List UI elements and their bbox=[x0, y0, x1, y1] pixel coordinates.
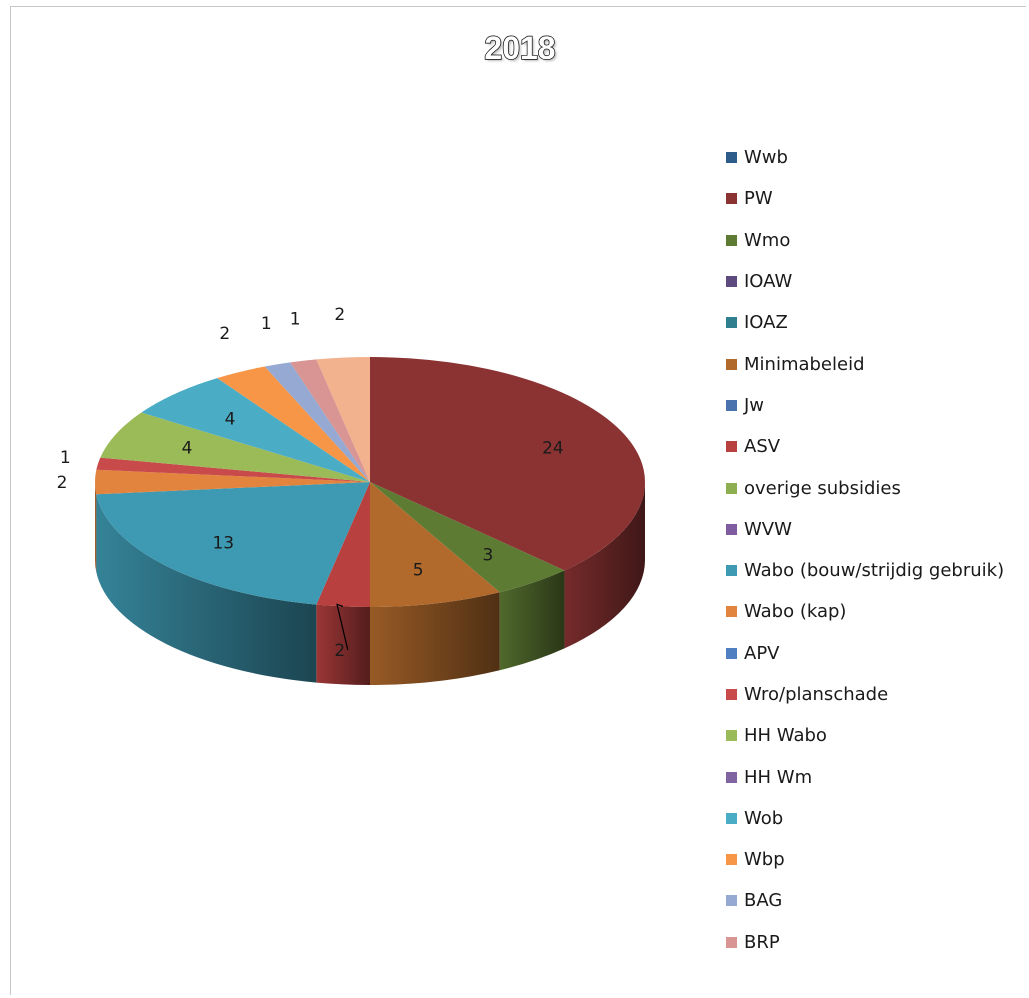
data-label-brp: 1 bbox=[290, 309, 301, 329]
legend-item-brp: BRP bbox=[726, 922, 1004, 963]
data-label-minimabeleid: 5 bbox=[413, 560, 424, 580]
pie-slice-wro-planschade bbox=[96, 457, 370, 482]
legend-label: Wro/planschade bbox=[744, 684, 889, 705]
legend-item-wmo: Wmo bbox=[726, 220, 1004, 261]
legend-swatch bbox=[726, 399, 737, 411]
legend-label: Jw bbox=[744, 394, 765, 416]
data-label-wabo-bouw-strijdig-gebruik: 13 bbox=[212, 533, 234, 553]
legend-item-wbp: Wbp bbox=[726, 839, 1004, 880]
legend-label: Wabo (kap) bbox=[744, 601, 847, 623]
legend-item-pw: PW bbox=[726, 178, 1004, 219]
legend-item-wabo-bouw-strijdig-gebruik: Wabo (bouw/strijdig gebruik) bbox=[726, 550, 1004, 591]
legend-swatch bbox=[726, 523, 737, 535]
data-label-wbp: 2 bbox=[219, 324, 230, 344]
data-label-wmo: 3 bbox=[483, 545, 494, 565]
pie-slice-wmo bbox=[370, 482, 565, 593]
legend-item-overige-subsidies: overige subsidies bbox=[726, 467, 1004, 508]
legend-swatch bbox=[726, 854, 737, 866]
legend-swatch bbox=[726, 276, 737, 288]
legend-label: Wwb bbox=[744, 147, 788, 169]
legend-label: HH Wm bbox=[744, 766, 813, 788]
pie-slice-wbp bbox=[217, 366, 370, 482]
pie-side-wmo bbox=[499, 570, 565, 671]
legend-item-minimabeleid: Minimabeleid bbox=[726, 343, 1004, 384]
legend-item-wabo-kap: Wabo (kap) bbox=[726, 591, 1004, 632]
legend-swatch bbox=[726, 482, 737, 494]
pie-slice-brp bbox=[290, 359, 370, 482]
data-label-slice-20: 2 bbox=[334, 305, 345, 325]
legend-label: overige subsidies bbox=[744, 477, 901, 499]
pie-slice-wob bbox=[141, 378, 370, 482]
legend-item-ioaz: IOAZ bbox=[726, 302, 1004, 343]
legend-label: Minimabeleid bbox=[744, 353, 865, 375]
data-label-wabo-kap: 2 bbox=[57, 473, 68, 493]
legend-item-bag: BAG bbox=[726, 880, 1004, 921]
pie-slice-asv bbox=[316, 482, 370, 607]
legend-swatch bbox=[726, 730, 737, 742]
legend-swatch bbox=[726, 647, 737, 659]
legend-item-wro-planschade: Wro/planschade bbox=[726, 674, 1004, 715]
legend-swatch bbox=[726, 565, 737, 577]
legend-label: APV bbox=[744, 642, 780, 664]
pie-side-asv bbox=[316, 604, 370, 685]
legend-swatch bbox=[726, 441, 737, 453]
legend-swatch bbox=[726, 936, 737, 948]
pie-side-wabo-kap bbox=[95, 482, 97, 573]
pie-side-minimabeleid bbox=[370, 592, 500, 685]
legend-label: IOAZ bbox=[744, 312, 788, 334]
legend-label: Wmo bbox=[744, 229, 791, 251]
legend-swatch bbox=[726, 812, 737, 824]
legend-swatch bbox=[726, 193, 737, 205]
legend-swatch bbox=[726, 234, 737, 246]
pie-side-wabo-bouw-strijdig-gebruik bbox=[96, 494, 317, 683]
pie-slice-wabo-kap bbox=[94, 469, 370, 495]
legend-label: WVW bbox=[744, 518, 792, 540]
pie-slice-pw bbox=[370, 357, 645, 571]
pie-slice-bag bbox=[264, 362, 370, 482]
pie-slice-wabo-bouw-strijdig-gebruik bbox=[96, 482, 370, 605]
legend-swatch bbox=[726, 689, 737, 700]
pie-slice-hh-wabo bbox=[100, 412, 370, 482]
legend-item-wob: Wob bbox=[726, 798, 1004, 839]
legend-swatch bbox=[726, 317, 737, 329]
legend-item-wvw: WVW bbox=[726, 509, 1004, 550]
data-label-hh-wabo: 4 bbox=[182, 439, 193, 459]
legend-label: ASV bbox=[744, 436, 781, 458]
legend-item-jw: Jw bbox=[726, 385, 1004, 426]
pie-side-pw bbox=[564, 482, 645, 649]
legend-swatch bbox=[726, 358, 737, 370]
chart-legend: Wwb PW Wmo IOAW IOAZ Minimabeleid Jw ASV overige… bbox=[726, 137, 1004, 963]
legend-item-hh-wabo: HH Wabo bbox=[726, 715, 1004, 756]
legend-label: IOAW bbox=[744, 271, 793, 293]
legend-label: Wob bbox=[744, 807, 784, 829]
data-label-wob: 4 bbox=[225, 409, 236, 429]
legend-swatch bbox=[726, 606, 737, 618]
legend-label: HH Wabo bbox=[744, 725, 827, 747]
legend-item-wwb: Wwb bbox=[726, 137, 1004, 178]
legend-label: Wbp bbox=[744, 849, 785, 871]
legend-swatch bbox=[726, 152, 737, 164]
legend-swatch bbox=[726, 771, 737, 783]
data-label-bag: 1 bbox=[261, 314, 272, 334]
leader-line bbox=[336, 603, 349, 651]
legend-label: BAG bbox=[744, 890, 783, 912]
pie-slice-slice-20 bbox=[316, 357, 370, 482]
legend-item-apv: APV bbox=[726, 633, 1004, 674]
legend-item-asv: ASV bbox=[726, 426, 1004, 467]
legend-item-ioaw: IOAW bbox=[726, 261, 1004, 302]
chart-title: 2018 bbox=[484, 29, 557, 66]
legend-label: BRP bbox=[744, 931, 780, 953]
data-label-wro-planschade: 1 bbox=[60, 448, 71, 468]
legend-label: Wabo (bouw/strijdig gebruik) bbox=[744, 560, 1005, 582]
legend-label: PW bbox=[744, 188, 773, 210]
legend-swatch bbox=[726, 895, 737, 907]
legend-item-hh-wm: HH Wm bbox=[726, 756, 1004, 797]
data-label-asv: 2 bbox=[334, 641, 345, 661]
data-label-pw: 24 bbox=[542, 439, 564, 459]
pie-slice-minimabeleid bbox=[370, 482, 500, 607]
